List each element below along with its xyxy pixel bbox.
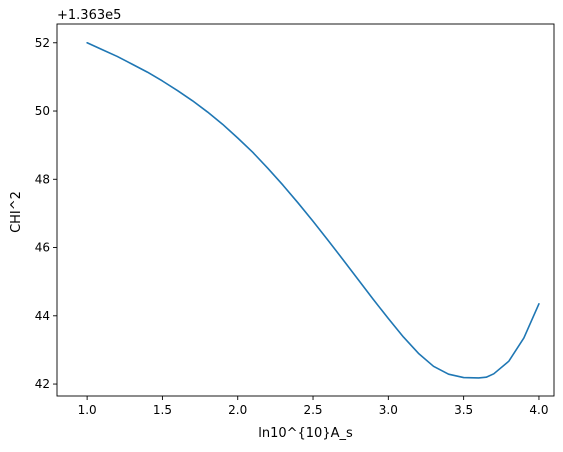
y-tick-label: 42 [35, 377, 50, 391]
y-offset-label: +1.363e5 [57, 8, 121, 23]
y-tick-label: 46 [35, 241, 50, 255]
x-tick-label: 1.0 [78, 403, 97, 417]
x-axis-label: ln10^{10}A_s [258, 426, 353, 441]
y-tick-label: 44 [35, 309, 50, 323]
x-tick-label: 3.0 [379, 403, 398, 417]
y-axis-label: CHI^2 [9, 191, 24, 233]
y-tick-label: 50 [35, 104, 50, 118]
y-tick-label: 48 [35, 172, 50, 186]
series-line-0 [86, 41, 540, 379]
y-tick-label: 52 [35, 36, 50, 50]
x-tick-label: 3.5 [454, 403, 473, 417]
x-tick-label: 1.5 [153, 403, 172, 417]
x-tick-label: 2.5 [303, 403, 322, 417]
axes-frame [56, 23, 555, 397]
x-tick-label: 4.0 [529, 403, 548, 417]
plot-area: 1.0 1.5 2.0 2.5 3.0 3.5 4.0 42 44 46 48 50 52 [35, 23, 555, 417]
x-tick-label: 2.0 [228, 403, 247, 417]
